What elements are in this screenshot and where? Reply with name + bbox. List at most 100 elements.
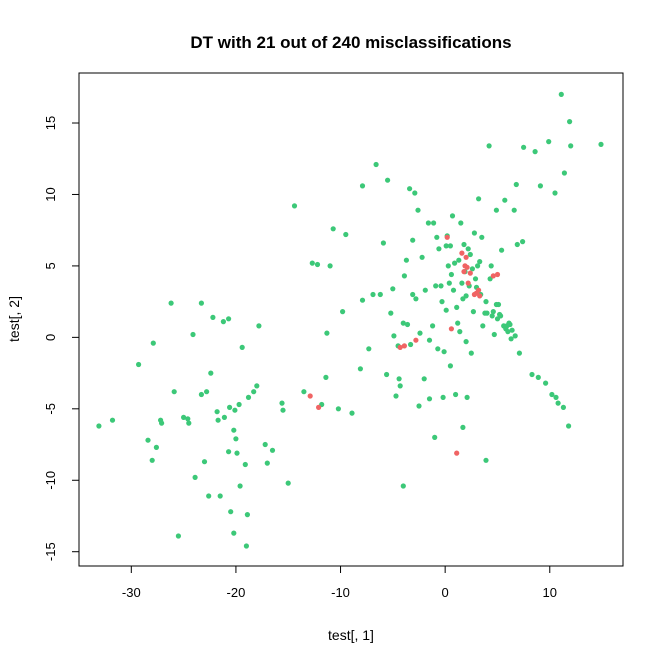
x-axis-label: test[, 1]: [328, 627, 374, 643]
correct-point: [410, 291, 416, 298]
correct-point: [454, 304, 460, 310]
correct-point: [109, 417, 116, 423]
correct-point: [443, 307, 449, 313]
correct-point: [388, 310, 394, 316]
correct-point: [537, 183, 544, 189]
y-tick-label: -5: [43, 403, 58, 415]
correct-point: [435, 346, 441, 352]
correct-point: [484, 310, 490, 316]
correct-point: [532, 149, 538, 155]
correct-point: [419, 254, 425, 260]
correct-point: [407, 186, 413, 192]
correct-point: [391, 333, 397, 339]
correct-point: [521, 144, 527, 150]
correct-point: [251, 389, 257, 395]
correct-point: [214, 409, 220, 415]
correct-point: [226, 449, 232, 455]
correct-point: [498, 313, 504, 319]
misclassified-point: [464, 264, 470, 270]
correct-point: [471, 230, 477, 236]
correct-point: [385, 177, 391, 183]
correct-point: [422, 287, 428, 293]
misclassified-point: [467, 270, 473, 276]
correct-point: [433, 283, 439, 289]
y-tick-label: 10: [43, 187, 58, 201]
correct-point: [453, 391, 459, 398]
correct-point: [208, 370, 214, 376]
correct-point: [507, 321, 513, 328]
correct-point: [171, 389, 177, 395]
correct-point: [181, 414, 187, 420]
correct-point: [236, 401, 242, 408]
correct-point: [220, 319, 226, 325]
correct-point: [228, 509, 234, 515]
correct-point: [447, 363, 453, 369]
misclassified-point: [316, 404, 322, 410]
x-tick-label: -30: [122, 585, 141, 600]
correct-point: [96, 423, 102, 429]
correct-point: [469, 266, 475, 272]
correct-point: [153, 444, 159, 450]
correct-point: [555, 400, 561, 406]
correct-point: [439, 299, 445, 305]
correct-point: [415, 207, 421, 213]
correct-point: [461, 241, 467, 248]
correct-point: [359, 183, 366, 189]
correct-point: [206, 493, 212, 499]
correct-point: [357, 366, 363, 372]
correct-point: [502, 197, 508, 203]
correct-point: [436, 246, 442, 252]
y-tick-label: 5: [43, 262, 58, 269]
misclassified-point: [444, 234, 450, 240]
correct-point: [546, 139, 552, 145]
correct-point: [495, 301, 502, 308]
correct-point: [456, 257, 462, 263]
misclassified-point: [307, 393, 313, 399]
y-axis: -15 -10 -5 0 5 10 15: [43, 116, 80, 561]
correct-point: [448, 271, 454, 278]
correct-point: [198, 300, 204, 306]
correct-point: [340, 309, 346, 315]
correct-point: [217, 493, 223, 499]
correct-point: [553, 394, 559, 400]
correct-point: [421, 376, 427, 382]
correct-point: [243, 543, 249, 549]
correct-point: [529, 371, 535, 378]
correct-point: [285, 480, 291, 486]
correct-point: [560, 404, 567, 410]
correct-point: [561, 170, 568, 176]
correct-point: [301, 389, 307, 395]
correct-point: [330, 226, 336, 232]
correct-point: [198, 391, 204, 398]
correct-point: [509, 327, 515, 333]
misclassified-point: [476, 287, 482, 293]
misclassified-point: [461, 269, 467, 275]
correct-point: [445, 263, 451, 269]
correct-point: [512, 333, 518, 339]
correct-point: [245, 394, 252, 400]
correct-point: [159, 420, 165, 426]
correct-point: [490, 309, 496, 315]
correct-point: [475, 263, 481, 269]
correct-point: [327, 263, 333, 269]
misclassified-point: [463, 254, 469, 260]
correct-point: [410, 237, 416, 243]
correct-point: [416, 403, 422, 409]
chart-title: DT with 21 out of 240 misclassifications: [190, 33, 511, 52]
correct-point: [233, 436, 239, 442]
correct-point: [373, 161, 379, 168]
correct-point: [396, 376, 402, 382]
correct-point: [426, 396, 433, 402]
correct-point: [464, 394, 470, 400]
x-tick-label: 10: [543, 585, 557, 600]
correct-point: [215, 417, 221, 423]
correct-point: [457, 329, 463, 335]
correct-point: [323, 374, 329, 380]
misclassified-point: [494, 271, 501, 278]
data-points: [96, 91, 604, 549]
misclassified-point: [477, 293, 483, 299]
correct-point: [314, 261, 321, 268]
correct-point: [231, 427, 237, 433]
correct-point: [349, 410, 355, 416]
correct-point: [264, 460, 270, 466]
